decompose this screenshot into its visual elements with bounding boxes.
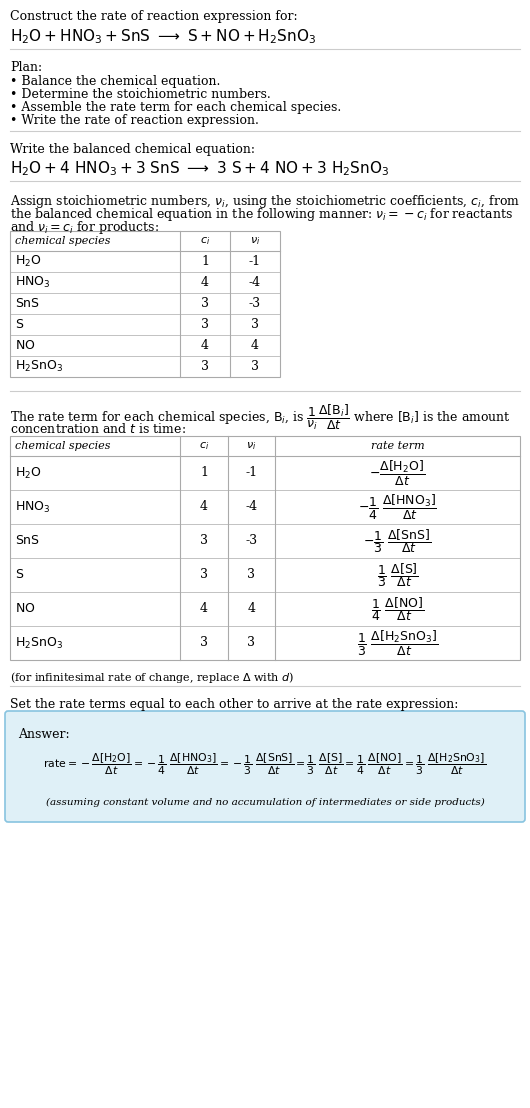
Text: concentration and $t$ is time:: concentration and $t$ is time:: [10, 422, 186, 437]
Text: 1: 1: [200, 466, 208, 480]
Text: and $\nu_i = c_i$ for products:: and $\nu_i = c_i$ for products:: [10, 219, 159, 236]
Text: -4: -4: [249, 276, 261, 289]
Text: $c_i$: $c_i$: [199, 440, 209, 452]
Text: -1: -1: [249, 255, 261, 268]
Text: • Write the rate of reaction expression.: • Write the rate of reaction expression.: [10, 114, 259, 127]
Text: $-\dfrac{\Delta[\mathrm{H_2O}]}{\Delta t}$: $-\dfrac{\Delta[\mathrm{H_2O}]}{\Delta t…: [369, 459, 426, 488]
Text: $\dfrac{1}{4}\ \dfrac{\Delta[\mathrm{NO}]}{\Delta t}$: $\dfrac{1}{4}\ \dfrac{\Delta[\mathrm{NO}…: [371, 595, 424, 623]
Text: • Determine the stoichiometric numbers.: • Determine the stoichiometric numbers.: [10, 88, 271, 101]
Bar: [10, 230, 280, 377]
Text: 4: 4: [201, 276, 209, 289]
Text: $\nu_i$: $\nu_i$: [246, 440, 257, 452]
Text: $\mathrm{H_2SnO_3}$: $\mathrm{H_2SnO_3}$: [15, 359, 63, 375]
Text: $\mathrm{NO}$: $\mathrm{NO}$: [15, 339, 36, 352]
Text: $\mathrm{HNO_3}$: $\mathrm{HNO_3}$: [15, 500, 50, 514]
Text: Answer:: Answer:: [18, 728, 69, 741]
Text: (for infinitesimal rate of change, replace $\Delta$ with $d$): (for infinitesimal rate of change, repla…: [10, 670, 294, 685]
Text: $\mathrm{H_2O + HNO_3 + SnS\ \longrightarrow\ S + NO + H_2SnO_3}$: $\mathrm{H_2O + HNO_3 + SnS\ \longrighta…: [10, 27, 316, 45]
Text: $\mathrm{HNO_3}$: $\mathrm{HNO_3}$: [15, 275, 50, 290]
Text: 3: 3: [200, 534, 208, 547]
Text: $\mathrm{H_2O}$: $\mathrm{H_2O}$: [15, 254, 41, 269]
Text: $\mathrm{S}$: $\mathrm{S}$: [15, 318, 24, 331]
Text: $\mathrm{H_2O + 4\ HNO_3 + 3\ SnS\ \longrightarrow\ 3\ S + 4\ NO + 3\ H_2SnO_3}$: $\mathrm{H_2O + 4\ HNO_3 + 3\ SnS\ \long…: [10, 160, 390, 177]
Text: $\mathrm{rate} = -\dfrac{\Delta[\mathrm{H_2O}]}{\Delta t} = -\dfrac{1}{4}\ \dfra: $\mathrm{rate} = -\dfrac{\Delta[\mathrm{…: [43, 751, 487, 777]
Text: 3: 3: [201, 318, 209, 331]
Text: 4: 4: [248, 603, 255, 616]
Text: Construct the rate of reaction expression for:: Construct the rate of reaction expressio…: [10, 10, 298, 23]
Text: 3: 3: [201, 360, 209, 373]
Text: 1: 1: [201, 255, 209, 268]
Text: Set the rate terms equal to each other to arrive at the rate expression:: Set the rate terms equal to each other t…: [10, 698, 458, 711]
Text: The rate term for each chemical species, $\mathrm{B}_i$, is $\dfrac{1}{\nu_i}\df: The rate term for each chemical species,…: [10, 403, 511, 432]
Text: Write the balanced chemical equation:: Write the balanced chemical equation:: [10, 143, 255, 156]
Text: $\dfrac{1}{3}\ \dfrac{\Delta[\mathrm{H_2SnO_3}]}{\Delta t}$: $\dfrac{1}{3}\ \dfrac{\Delta[\mathrm{H_2…: [357, 628, 438, 657]
Text: 3: 3: [201, 297, 209, 310]
Text: 4: 4: [201, 339, 209, 352]
Text: the balanced chemical equation in the following manner: $\nu_i = -c_i$ for react: the balanced chemical equation in the fo…: [10, 206, 513, 223]
Text: $\mathrm{H_2O}$: $\mathrm{H_2O}$: [15, 465, 41, 481]
Text: 3: 3: [248, 636, 255, 649]
Text: -3: -3: [249, 297, 261, 310]
Text: -1: -1: [245, 466, 258, 480]
Text: $\dfrac{1}{3}\ \dfrac{\Delta[\mathrm{S}]}{\Delta t}$: $\dfrac{1}{3}\ \dfrac{\Delta[\mathrm{S}]…: [377, 561, 418, 589]
Text: Assign stoichiometric numbers, $\nu_i$, using the stoichiometric coefficients, $: Assign stoichiometric numbers, $\nu_i$, …: [10, 193, 520, 211]
Text: chemical species: chemical species: [15, 236, 110, 246]
Text: Plan:: Plan:: [10, 61, 42, 74]
Text: chemical species: chemical species: [15, 441, 110, 451]
Text: -3: -3: [245, 534, 258, 547]
Text: 4: 4: [200, 603, 208, 616]
Text: 3: 3: [248, 568, 255, 582]
Text: 3: 3: [200, 568, 208, 582]
Text: rate term: rate term: [370, 441, 425, 451]
Text: $\mathrm{S}$: $\mathrm{S}$: [15, 568, 24, 582]
Text: $\mathrm{H_2SnO_3}$: $\mathrm{H_2SnO_3}$: [15, 636, 63, 650]
Text: 3: 3: [200, 636, 208, 649]
Text: 3: 3: [251, 360, 259, 373]
Text: $\mathrm{SnS}$: $\mathrm{SnS}$: [15, 297, 40, 310]
Text: -4: -4: [245, 501, 258, 513]
Text: $-\dfrac{1}{4}\ \dfrac{\Delta[\mathrm{HNO_3}]}{\Delta t}$: $-\dfrac{1}{4}\ \dfrac{\Delta[\mathrm{HN…: [358, 492, 437, 522]
Text: 4: 4: [200, 501, 208, 513]
Text: 3: 3: [251, 318, 259, 331]
Text: $\mathrm{NO}$: $\mathrm{NO}$: [15, 603, 36, 616]
Text: • Assemble the rate term for each chemical species.: • Assemble the rate term for each chemic…: [10, 101, 341, 114]
Text: $-\dfrac{1}{3}\ \dfrac{\Delta[\mathrm{SnS}]}{\Delta t}$: $-\dfrac{1}{3}\ \dfrac{\Delta[\mathrm{Sn…: [364, 527, 431, 555]
Text: (assuming constant volume and no accumulation of intermediates or side products): (assuming constant volume and no accumul…: [46, 798, 484, 807]
Text: 4: 4: [251, 339, 259, 352]
Bar: [10, 437, 520, 660]
Text: $\nu_i$: $\nu_i$: [250, 235, 260, 247]
FancyBboxPatch shape: [5, 711, 525, 822]
Text: $c_i$: $c_i$: [200, 235, 210, 247]
Text: $\mathrm{SnS}$: $\mathrm{SnS}$: [15, 534, 40, 547]
Text: • Balance the chemical equation.: • Balance the chemical equation.: [10, 75, 220, 88]
